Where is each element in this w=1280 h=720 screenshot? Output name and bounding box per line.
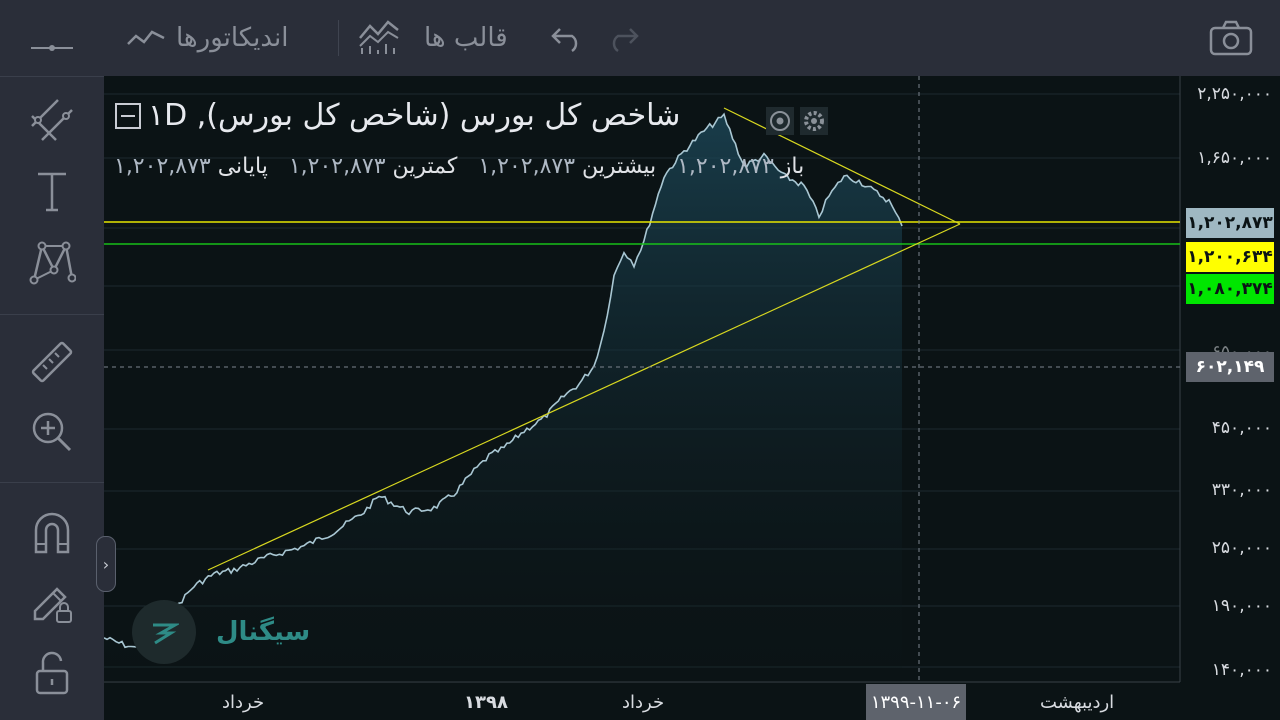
time-label: ۱۳۹۸: [464, 692, 508, 713]
resistance-trendline: [723, 107, 961, 225]
low-label: کمترین: [392, 154, 458, 179]
lock-drawing-tool[interactable]: [26, 576, 78, 628]
time-label: اردیبهشت: [1040, 692, 1115, 713]
trend-lines-icon: [31, 99, 73, 141]
toolbar-divider: [338, 20, 339, 56]
collapse-legend-icon[interactable]: [115, 103, 141, 129]
time-label: خرداد: [222, 692, 265, 713]
watermark-text: سیگنال: [216, 617, 311, 647]
price-label: ۲۵۰,۰۰۰: [1211, 538, 1272, 558]
text-tool[interactable]: [26, 166, 78, 218]
price-line: [104, 112, 903, 649]
toolbar-separator: [0, 76, 104, 77]
last-price-badge: ۱,۲۰۲,۸۷۳: [1186, 208, 1274, 238]
close-value: ۱,۲۰۲,۸۷۳: [114, 154, 211, 179]
low-value: ۱,۲۰۲,۸۷۳: [288, 154, 386, 179]
visibility-icon[interactable]: [766, 107, 794, 135]
toolbar-separator: [0, 314, 104, 315]
green-level-badge: ۱,۰۸۰,۳۷۴: [1186, 274, 1274, 304]
ohlc-values: باز ۱,۲۰۲,۸۷۳ بیشترین ۱,۲۰۲,۸۷۳ کمترین ۱…: [114, 154, 804, 179]
ruler-tool[interactable]: [26, 336, 78, 388]
indicators-label: اندیکاتورها: [176, 23, 289, 53]
open-label: باز: [780, 154, 805, 179]
close-label: پایانی: [217, 154, 268, 179]
yellow-level-badge: ۱,۲۰۰,۶۳۴: [1186, 242, 1274, 272]
top-toolbar: اندیکاتورها قالب ها: [0, 0, 1280, 76]
chevron-right-icon: ›: [102, 554, 110, 574]
redo-button[interactable]: [606, 14, 640, 62]
toolbar-separator: [0, 482, 104, 483]
price-chart[interactable]: [104, 76, 1280, 720]
indicators-button[interactable]: اندیکاتورها: [126, 14, 288, 62]
open-value: ۱,۲۰۲,۸۷۳: [677, 154, 774, 179]
undo-icon: [551, 28, 578, 53]
crosshair-price-badge: ۶۰۲,۱۴۹: [1186, 352, 1274, 382]
pattern-tool[interactable]: [26, 236, 78, 288]
signal-logo-icon: [132, 600, 196, 664]
price-label: ۱۹۰,۰۰۰: [1211, 596, 1272, 616]
zoom-in-tool[interactable]: [26, 406, 78, 458]
templates-icon: [359, 20, 399, 54]
high-label: بیشترین: [582, 154, 657, 179]
redo-icon: [612, 28, 639, 53]
chart-area[interactable]: شاخص کل بورس (شاخص کل بورس), ۱D باز ۱,۲۰…: [104, 76, 1280, 720]
undo-button[interactable]: [550, 14, 584, 62]
price-label: ۱۴۰,۰۰۰: [1211, 660, 1272, 680]
support-trendline: [207, 223, 961, 571]
collapse-toolbar-button[interactable]: ›: [96, 536, 116, 592]
price-label: ۱,۶۵۰,۰۰۰: [1197, 148, 1272, 168]
magnet-tool[interactable]: [26, 506, 78, 558]
text-icon: [38, 172, 66, 212]
templates-label: قالب ها: [424, 23, 508, 53]
high-value: ۱,۲۰۲,۸۷۳: [478, 154, 576, 179]
templates-button[interactable]: قالب ها: [358, 14, 508, 62]
crosshair-tool-button[interactable]: [26, 22, 78, 74]
watermark: سیگنال: [132, 600, 310, 664]
price-label: ۲,۲۵۰,۰۰۰: [1197, 84, 1272, 104]
crosshair-icon: [31, 45, 73, 51]
crosshair-date-badge: ۱۳۹۹-۱۱-۰۶: [866, 684, 966, 720]
pattern-icon: [29, 241, 76, 285]
settings-gear-icon[interactable]: [800, 107, 828, 135]
symbol-title: شاخص کل بورس (شاخص کل بورس), ۱D: [148, 98, 681, 133]
screenshot-button[interactable]: [1208, 14, 1254, 62]
lock-drawing-icon: [33, 587, 72, 623]
camera-icon: [1209, 20, 1253, 56]
zoom-in-icon: [32, 412, 72, 452]
unlock-tool[interactable]: [26, 648, 78, 700]
unlock-icon: [35, 651, 69, 695]
magnet-icon: [34, 512, 70, 554]
price-area: [104, 114, 902, 683]
trend-lines-tool[interactable]: [26, 94, 78, 146]
ruler-icon: [31, 341, 73, 383]
price-label: ۴۵۰,۰۰۰: [1211, 418, 1272, 438]
time-label: خرداد: [622, 692, 665, 713]
line-chart-icon: [127, 30, 165, 45]
price-label: ۳۳۰,۰۰۰: [1211, 480, 1272, 500]
